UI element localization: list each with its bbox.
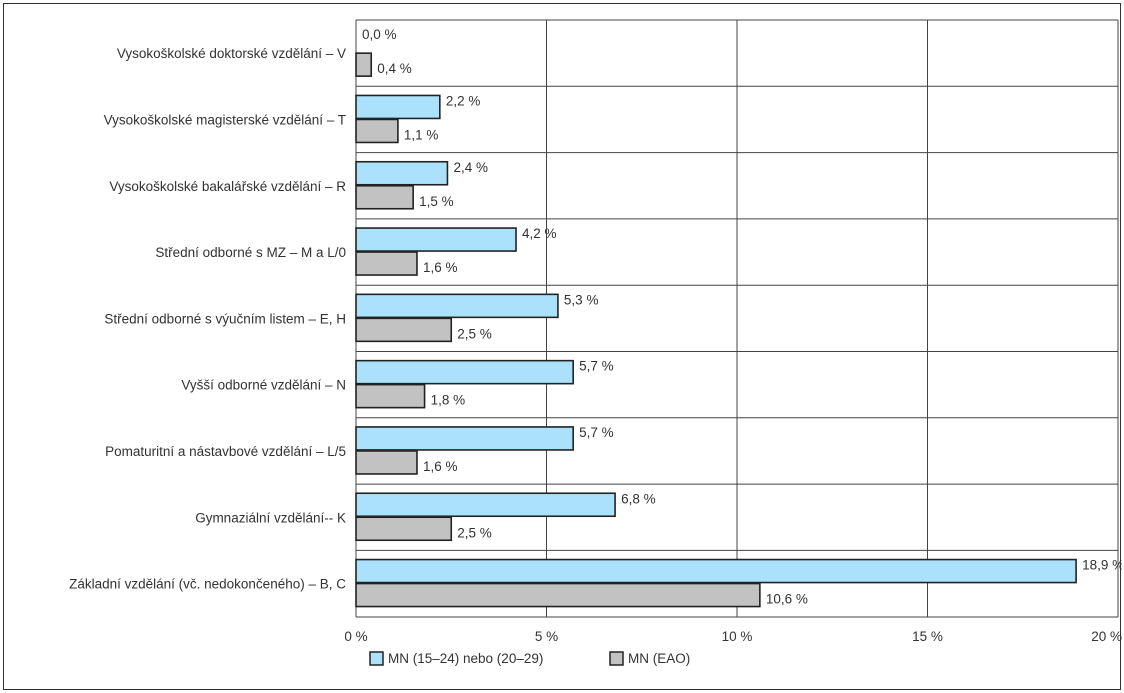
x-tick-label: 0 % [344, 629, 367, 644]
legend-label-mn-eao: MN (EAO) [628, 651, 690, 666]
bar-mn-15-24 [355, 227, 517, 252]
category-label: Vyšší odborné vzdělání – N [181, 378, 346, 393]
legend-swatch-mn-15-24 [369, 651, 384, 666]
bar-mn-eao [355, 516, 453, 542]
value-label-mn-15-24: 5,3 % [564, 292, 599, 307]
value-label-mn-eao: 1,6 % [423, 260, 458, 275]
x-tick-label: 5 % [535, 629, 558, 644]
bar-mn-15-24 [355, 160, 449, 186]
bar-mn-15-24 [355, 492, 616, 518]
bar-mn-eao [355, 383, 426, 409]
bar-mn-15-24 [355, 94, 441, 120]
bar-mn-eao [355, 118, 399, 144]
legend-swatch-mn-eao [609, 651, 624, 666]
category-label: Střední odborné s výučním listem – E, H [104, 311, 346, 326]
category-label: Gymnaziální vzdělání-- K [195, 510, 346, 525]
bar-mn-eao [355, 251, 418, 276]
value-label-mn-15-24: 18,9 % [1082, 558, 1122, 573]
category-label: Pomaturitní a nástavbové vzdělání – L/5 [105, 444, 346, 459]
legend: MN (15–24) nebo (20–29) MN (EAO) [369, 651, 690, 666]
bar-mn-eao [355, 582, 761, 608]
value-label-mn-15-24: 5,7 % [579, 359, 614, 374]
bar-mn-15-24 [355, 293, 559, 319]
x-axis-ticks: 0 % 5 % 10 % 15 % 20 % [344, 629, 1122, 644]
value-label-mn-eao: 2,5 % [457, 525, 492, 540]
bar-mn-eao [355, 317, 453, 343]
value-label-mn-eao: 0,4 % [377, 61, 412, 76]
category-labels: Vysokoškolské doktorské vzdělání – V Vyso… [69, 46, 346, 591]
bars [355, 52, 1077, 608]
category-label: Vysokoškolské magisterské vzdělání – T [104, 112, 346, 127]
category-label: Střední odborné s MZ – M a L/0 [155, 245, 346, 260]
value-label-mn-eao: 2,5 % [457, 326, 492, 341]
x-tick-label: 10 % [722, 629, 753, 644]
bar-mn-15-24 [355, 558, 1077, 584]
value-label-mn-15-24: 2,2 % [446, 93, 481, 108]
legend-label-mn-15-24: MN (15–24) nebo (20–29) [388, 651, 543, 666]
bar-mn-eao [355, 52, 373, 77]
category-label: Vysokoškolské bakalářské vzdělání – R [109, 179, 346, 194]
x-tick-label: 20 % [1091, 629, 1122, 644]
category-label: Základní vzdělání (vč. nedokončeného) – … [69, 577, 346, 592]
bar-mn-eao [355, 450, 418, 475]
x-tick-label: 15 % [912, 629, 943, 644]
value-label-mn-eao: 1,6 % [423, 459, 458, 474]
value-label-mn-eao: 1,1 % [404, 127, 439, 142]
value-label-mn-eao: 10,6 % [766, 592, 808, 607]
value-label-mn-15-24: 4,2 % [522, 226, 557, 241]
value-label-mn-15-24: 5,7 % [579, 425, 614, 440]
bar-mn-eao [355, 184, 414, 210]
value-label-mn-15-24: 6,8 % [621, 491, 656, 506]
category-label: Vysokoškolské doktorské vzdělání – V [117, 46, 346, 61]
bar-mn-15-24 [355, 426, 574, 451]
bar-mn-15-24 [355, 359, 574, 385]
value-label-mn-15-24: 0,0 % [362, 27, 397, 42]
bar-chart: Vysokoškolské doktorské vzdělání – V Vyso… [69, 19, 1122, 666]
value-label-mn-15-24: 2,4 % [453, 160, 488, 175]
grid-lines [355, 19, 1119, 618]
value-label-mn-eao: 1,8 % [431, 393, 466, 408]
chart-frame: Vysokoškolské doktorské vzdělání – V Vyso… [3, 3, 1122, 690]
value-label-mn-eao: 1,5 % [419, 194, 454, 209]
value-labels: 0,0 % 0,4 % 2,2 % 1,1 % 2,4 % 1,5 % 4,2 % 1,6 %… [362, 27, 1122, 606]
